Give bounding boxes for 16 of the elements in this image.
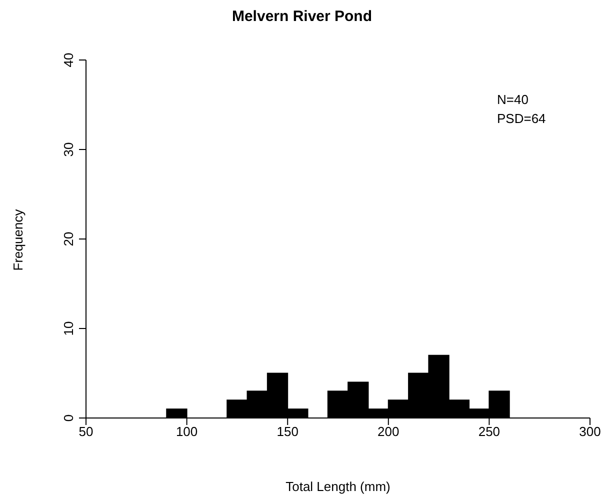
y-tick-label: 20 (61, 232, 76, 246)
x-tick-label: 300 (579, 424, 601, 440)
x-tick-label: 200 (378, 424, 400, 440)
y-tick-label: 0 (61, 414, 76, 422)
y-tick-label: 10 (61, 321, 76, 336)
x-tick-label: 50 (78, 424, 94, 440)
x-axis-title: Total Length (mm) (284, 479, 392, 494)
x-tick-label: 150 (276, 424, 298, 440)
annotation: N=40 (497, 91, 530, 109)
y-axis-title: Frequency (10, 209, 26, 271)
y-tick-label: 30 (61, 142, 76, 157)
chart-title: Melvern River Pond (230, 8, 374, 25)
x-tick-label: 250 (478, 424, 500, 440)
x-tick-label: 100 (176, 424, 198, 440)
y-tick-label: 40 (61, 52, 76, 68)
annotation: PSD=64 (497, 110, 546, 128)
